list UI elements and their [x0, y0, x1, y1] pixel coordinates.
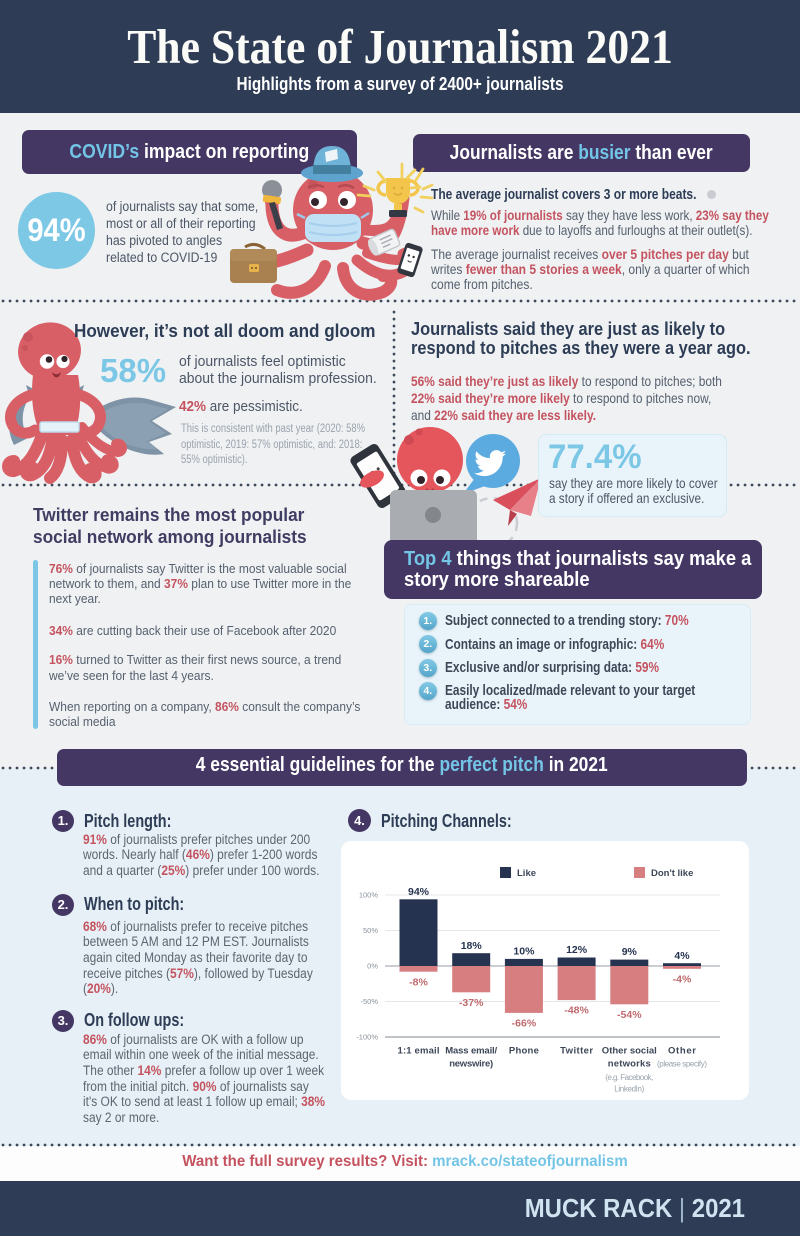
svg-text:Phone: Phone: [509, 1046, 539, 1057]
svg-text:-48%: -48%: [564, 1005, 589, 1017]
svg-text:-54%: -54%: [617, 1009, 642, 1021]
svg-text:LinkedIn): LinkedIn): [614, 1085, 644, 1094]
svg-text:(e.g. Facebook,: (e.g. Facebook,: [605, 1073, 653, 1082]
svg-text:newswire): newswire): [449, 1059, 493, 1070]
svg-text:-37%: -37%: [459, 997, 484, 1009]
svg-text:-50%: -50%: [360, 997, 378, 1006]
svg-text:94%: 94%: [408, 886, 430, 898]
svg-text:Don't like: Don't like: [651, 868, 693, 879]
svg-text:18%: 18%: [461, 940, 483, 952]
svg-text:-8%: -8%: [409, 977, 428, 989]
svg-text:networks: networks: [608, 1059, 651, 1070]
svg-text:-100%: -100%: [356, 1033, 378, 1042]
svg-text:9%: 9%: [622, 946, 638, 958]
svg-text:-4%: -4%: [673, 974, 692, 986]
svg-text:50%: 50%: [363, 926, 378, 935]
svg-text:(please specify): (please specify): [657, 1060, 707, 1069]
svg-text:Twitter: Twitter: [560, 1046, 593, 1057]
svg-text:4%: 4%: [674, 950, 690, 962]
svg-text:Mass email/: Mass email/: [445, 1046, 497, 1057]
svg-text:Other: Other: [668, 1046, 696, 1057]
svg-text:100%: 100%: [359, 891, 379, 900]
svg-text:-66%: -66%: [512, 1018, 537, 1030]
svg-text:10%: 10%: [513, 946, 535, 958]
svg-text:1:1 email: 1:1 email: [398, 1046, 440, 1057]
svg-text:Other social: Other social: [602, 1046, 657, 1057]
svg-text:12%: 12%: [566, 944, 588, 956]
svg-text:0%: 0%: [367, 962, 378, 971]
svg-text:Like: Like: [517, 868, 536, 879]
